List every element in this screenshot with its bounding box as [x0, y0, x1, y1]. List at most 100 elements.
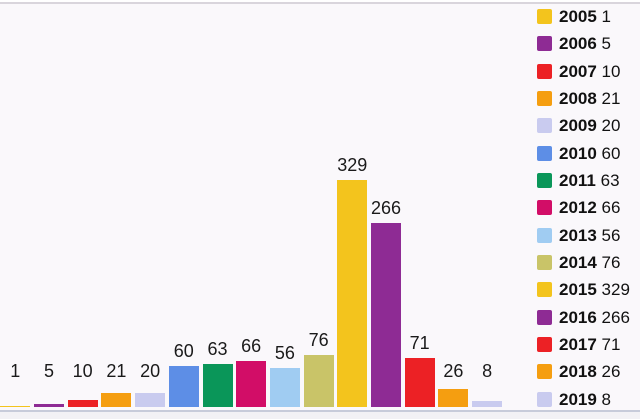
legend-year-2019: 2019 — [559, 389, 597, 409]
legend-item-2005: 2005 1 — [537, 3, 640, 30]
bar-2017 — [404, 358, 435, 407]
legend-label-2013: 2013 56 — [559, 227, 620, 244]
legend-item-2019: 2019 8 — [537, 386, 640, 413]
bottom-strip — [0, 412, 640, 419]
legend-label-2007: 2007 10 — [559, 63, 620, 80]
bar-value-label-2018: 26 — [443, 361, 464, 381]
chart-legend: 2005 1 2006 5 2007 10 2008 21 2009 20 2010 60… — [537, 3, 640, 413]
bar-value-label-2012: 66 — [241, 336, 262, 357]
bar-2015 — [337, 180, 368, 407]
bottom-divider-line — [0, 410, 640, 412]
legend-swatch-2005 — [537, 9, 552, 25]
legend-label-2012: 2012 66 — [559, 199, 620, 216]
bar-2014 — [303, 354, 334, 407]
legend-swatch-2019 — [537, 391, 552, 407]
bar-2008 — [101, 392, 132, 407]
bar-2013 — [269, 368, 300, 407]
legend-year-2008: 2008 — [559, 89, 597, 109]
legend-item-2014: 2014 76 — [537, 249, 640, 276]
legend-label-2010: 2010 60 — [559, 145, 620, 162]
legend-item-2009: 2009 20 — [537, 112, 640, 139]
legend-swatch-2012 — [537, 200, 552, 216]
bar-2018 — [438, 389, 469, 407]
legend-year-2012: 2012 — [559, 198, 597, 218]
legend-swatch-2014 — [537, 255, 552, 271]
legend-swatch-2013 — [537, 227, 552, 243]
bar-value-label-2016: 266 — [370, 198, 402, 219]
legend-year-2013: 2013 — [559, 225, 597, 245]
legend-value-2014: 76 — [596, 253, 621, 273]
bar-value-label-2007: 10 — [72, 361, 93, 381]
legend-value-2007: 10 — [596, 61, 621, 81]
bar-2010 — [168, 365, 199, 407]
legend-value-2015: 329 — [596, 280, 630, 300]
bar-value-label-2008: 21 — [106, 361, 127, 381]
legend-swatch-2011 — [537, 173, 552, 189]
legend-year-2006: 2006 — [559, 34, 597, 54]
top-divider-line — [0, 2, 640, 4]
legend-label-2014: 2014 76 — [559, 254, 620, 271]
legend-year-2009: 2009 — [559, 116, 597, 136]
legend-value-2013: 56 — [596, 225, 621, 245]
bar-value-label-2015: 329 — [337, 155, 368, 175]
legend-year-2015: 2015 — [559, 280, 597, 300]
bar-2019 — [472, 401, 503, 407]
legend-swatch-2008 — [537, 91, 552, 107]
legend-item-2007: 2007 10 — [537, 58, 640, 85]
legend-swatch-2010 — [537, 145, 552, 161]
legend-value-2009: 20 — [596, 116, 621, 136]
bar-2012 — [236, 361, 267, 407]
bar-2006 — [34, 403, 64, 407]
bar-value-label-2010: 60 — [173, 340, 194, 361]
legend-value-2008: 21 — [596, 89, 621, 109]
legend-item-2016: 2016 266 — [537, 304, 640, 331]
legend-value-2011: 63 — [595, 171, 620, 191]
legend-value-2019: 8 — [596, 389, 612, 409]
legend-label-2019: 2019 8 — [559, 391, 611, 408]
legend-item-2006: 2006 5 — [537, 30, 640, 57]
legend-label-2015: 2015 329 — [559, 281, 630, 298]
bar-value-label-2013: 56 — [274, 343, 295, 364]
legend-year-2016: 2016 — [559, 307, 597, 327]
bar-value-label-2014: 76 — [308, 329, 329, 350]
legend-swatch-2015 — [537, 282, 552, 298]
legend-item-2013: 2013 56 — [537, 222, 640, 249]
bar-value-label-2005: 1 — [10, 361, 21, 381]
bar-value-label-2009: 20 — [140, 361, 161, 381]
legend-swatch-2009 — [537, 118, 552, 134]
bar-2009 — [135, 393, 166, 407]
legend-value-2010: 60 — [596, 143, 621, 163]
bar-value-label-2017: 71 — [409, 333, 430, 354]
legend-label-2016: 2016 266 — [559, 309, 630, 326]
legend-year-2005: 2005 — [559, 7, 597, 27]
legend-item-2018: 2018 26 — [537, 358, 640, 385]
chart-background — [0, 4, 640, 410]
bar-plot-area: 1 5 10 21 20 60 63 66 56 76 329 266 71 26 8 — [0, 4, 522, 407]
bar-value-label-2019: 8 — [482, 361, 493, 381]
legend-value-2012: 66 — [596, 198, 621, 218]
legend-label-2009: 2009 20 — [559, 117, 620, 134]
legend-label-2017: 2017 71 — [559, 336, 620, 353]
legend-item-2015: 2015 329 — [537, 276, 640, 303]
legend-value-2006: 5 — [596, 34, 612, 54]
legend-label-2008: 2008 21 — [559, 90, 620, 107]
bar-2007 — [67, 400, 98, 407]
legend-label-2011: 2011 63 — [559, 172, 620, 189]
legend-swatch-2006 — [537, 36, 552, 52]
legend-swatch-2016 — [537, 309, 552, 325]
bar-2011 — [202, 363, 233, 407]
legend-year-2014: 2014 — [559, 253, 597, 273]
legend-value-2016: 266 — [596, 307, 630, 327]
bar-2005 — [0, 406, 31, 407]
legend-label-2005: 2005 1 — [559, 8, 611, 25]
legend-year-2018: 2018 — [559, 362, 597, 382]
legend-year-2011: 2011 — [559, 171, 596, 191]
legend-value-2018: 26 — [596, 362, 621, 382]
legend-year-2007: 2007 — [559, 61, 597, 81]
legend-item-2010: 2010 60 — [537, 140, 640, 167]
legend-swatch-2007 — [537, 63, 552, 79]
legend-label-2006: 2006 5 — [559, 35, 611, 52]
legend-year-2017: 2017 — [559, 335, 597, 355]
legend-item-2012: 2012 66 — [537, 194, 640, 221]
